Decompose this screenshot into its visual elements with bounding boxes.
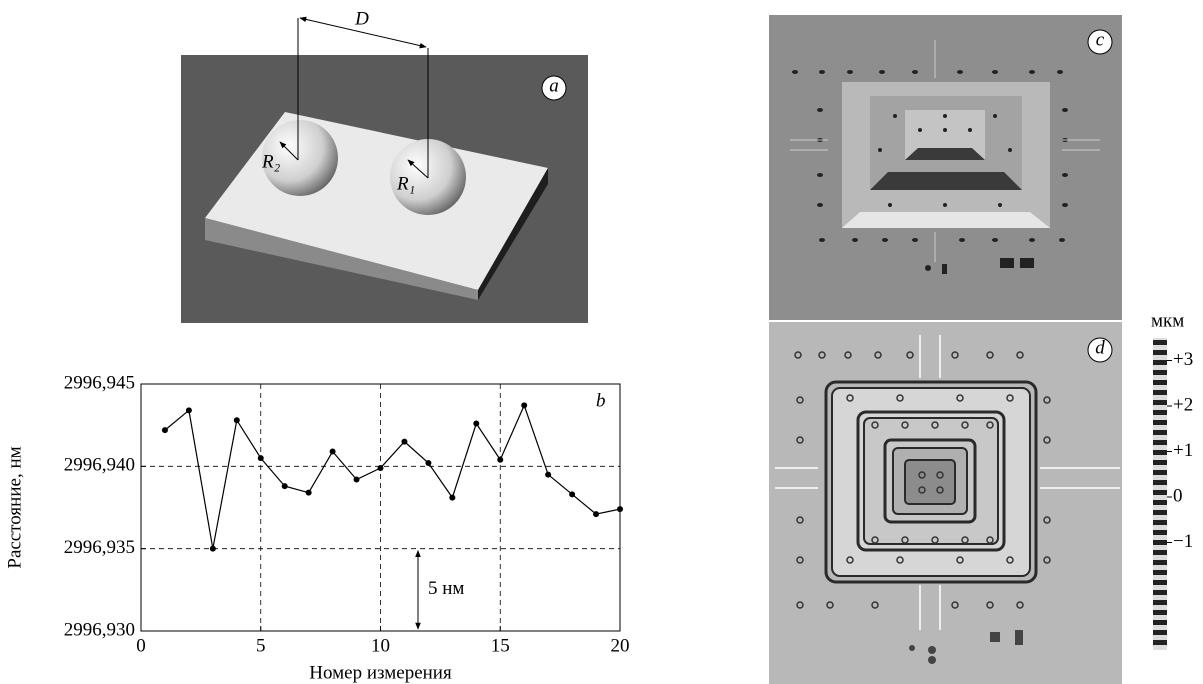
x-tick-label: 20 <box>611 635 630 656</box>
pyramid-step <box>905 148 985 160</box>
data-point <box>162 427 168 433</box>
annotation: 5 нм <box>428 578 464 599</box>
scale-tick-label: +1 <box>1173 440 1193 461</box>
panel-label: c <box>1096 29 1105 50</box>
data-point <box>306 490 312 496</box>
distance-label: D <box>354 8 369 29</box>
data-point <box>258 455 264 461</box>
panel-label: a <box>549 75 559 96</box>
panel-a: D R₂ R₁ a <box>181 8 588 323</box>
scale-tick-label: +3 <box>1173 349 1193 370</box>
data-point <box>473 421 479 427</box>
y-tick-label: 2996,945 <box>64 372 135 393</box>
x-tick-label: 15 <box>491 635 510 656</box>
data-point <box>593 511 599 517</box>
data-point <box>282 483 288 489</box>
data-point <box>401 439 407 445</box>
panel-label: d <box>1095 337 1105 358</box>
y-tick-label: 2996,940 <box>64 455 135 476</box>
scale-tick-label: 0 <box>1173 485 1183 506</box>
data-point <box>545 472 551 478</box>
data-line <box>165 405 620 548</box>
color-scale <box>1153 338 1167 650</box>
radius-label: R₂ <box>261 151 281 172</box>
x-tick-label: 10 <box>371 635 390 656</box>
panel-c: c <box>769 15 1122 320</box>
x-tick-label: 5 <box>256 635 266 656</box>
data-point <box>210 546 216 552</box>
pyramid-step <box>870 172 1022 190</box>
y-axis-label: Расстояние, нм <box>4 446 25 568</box>
pyramid-step <box>842 212 1050 228</box>
data-point <box>521 402 527 408</box>
data-point <box>449 495 455 501</box>
figure: D R₂ R₁ a c <box>0 0 1203 684</box>
y-tick-label: 2996,930 <box>64 619 135 640</box>
radius-label: R₁ <box>396 173 415 194</box>
panel-label: b <box>596 390 606 411</box>
scale-tick-label: −1 <box>1173 531 1193 552</box>
data-point <box>354 477 360 483</box>
scale-tick-label: +2 <box>1173 394 1193 415</box>
data-point <box>569 491 575 497</box>
data-point <box>497 457 503 463</box>
chart: 0 5 10 15 20 2996,930 2996,935 2996,940 2996,945… <box>4 372 629 683</box>
data-point <box>234 417 240 423</box>
panel-d: d мкм +3 +2 +1 0 −1 <box>769 310 1193 684</box>
x-tick-label: 0 <box>136 635 146 656</box>
x-axis-label: Номер измерения <box>309 662 452 683</box>
scale-unit: мкм <box>1151 310 1184 331</box>
data-point <box>617 506 623 512</box>
pyramid-terraces <box>826 382 1036 582</box>
y-tick-label: 2996,935 <box>64 537 135 558</box>
data-point <box>425 460 431 466</box>
data-point <box>186 407 192 413</box>
scale-ticks: +3 +2 +1 0 −1 <box>1167 349 1193 552</box>
data-point <box>378 465 384 471</box>
data-point <box>330 449 336 455</box>
